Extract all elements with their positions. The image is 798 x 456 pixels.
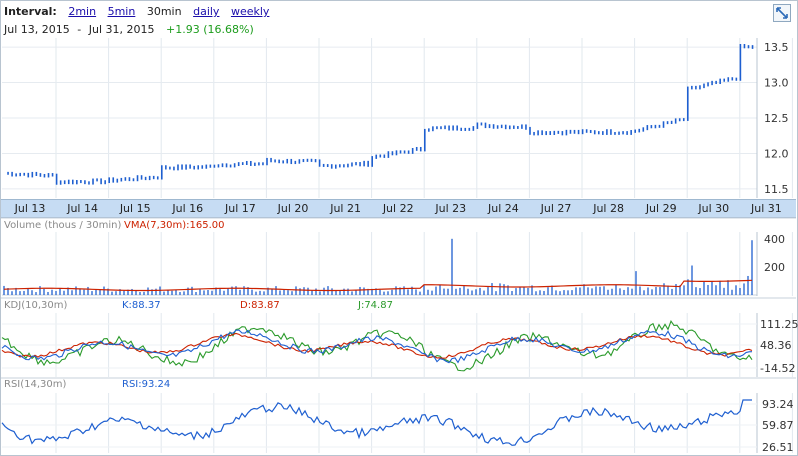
price-tick-label: 11.5	[764, 183, 789, 196]
kdj-label: KDJ(10,30m)	[4, 300, 68, 311]
date-range-row: Jul 13, 2015 - Jul 31, 2015 +1.93 (16.68…	[4, 23, 254, 36]
date-tick-label: Jul 22	[382, 202, 414, 215]
volume-tick-label: 200	[764, 261, 785, 274]
date-tick-label: Jul 15	[119, 202, 151, 215]
kdj-d-line	[1, 332, 753, 359]
date-tick-label: Jul 16	[171, 202, 203, 215]
range-separator: -	[77, 23, 82, 36]
price-change: +1.93 (16.68%)	[166, 23, 254, 36]
rsi-tick-label: 26.51	[762, 441, 794, 454]
date-tick-label: Jul 20	[277, 202, 309, 215]
volume-label: Volume (thous / 30min)	[4, 220, 122, 231]
vma-label: VMA(7,30m):165.00	[124, 220, 225, 231]
date-tick-label: Jul 13	[14, 202, 46, 215]
price-tick-label: 13.0	[764, 77, 789, 90]
vma-line	[3, 279, 753, 292]
kdj-tick-label: 111.25	[760, 318, 798, 331]
kdj-k-label: K:88.37	[122, 300, 161, 311]
interval-daily-link[interactable]: daily	[193, 5, 220, 18]
interval-weekly-link[interactable]: weekly	[230, 5, 270, 18]
interval-30min-current: 30min	[146, 5, 182, 18]
rsi-tick-label: 93.24	[762, 398, 794, 411]
rsi-line	[1, 399, 752, 446]
kdj-d-label: D:83.87	[240, 300, 280, 311]
kdj-k-line	[1, 329, 753, 364]
rsi-tick-label: 59.87	[762, 419, 794, 432]
date-tick-label: Jul 27	[540, 202, 572, 215]
interval-bar: Interval: 2min 5min 30min daily weekly	[4, 5, 277, 18]
price-tick-label: 13.5	[764, 41, 789, 54]
date-tick-label: Jul 28	[592, 202, 624, 215]
kdj-j-label: J:74.87	[358, 300, 393, 311]
date-tick-label: Jul 17	[224, 202, 256, 215]
range-end: Jul 31, 2015	[88, 23, 155, 36]
date-tick-label: Jul 29	[645, 202, 677, 215]
kdj-j-line	[1, 319, 753, 372]
date-tick-label: Jul 24	[487, 202, 519, 215]
date-tick-label: Jul 14	[66, 202, 98, 215]
interval-2min-link[interactable]: 2min	[68, 5, 97, 18]
range-start: Jul 13, 2015	[4, 23, 70, 36]
date-tick-label: Jul 21	[329, 202, 361, 215]
price-tick-label: 12.5	[764, 112, 789, 125]
expand-button[interactable]	[773, 4, 791, 22]
kdj-tick-label: 48.36	[760, 339, 792, 352]
date-tick-label: Jul 23	[434, 202, 466, 215]
interval-5min-link[interactable]: 5min	[107, 5, 136, 18]
date-tick-label: Jul 31	[750, 202, 782, 215]
interval-label: Interval:	[4, 5, 57, 18]
rsi-label: RSI(14,30m)	[4, 379, 67, 390]
price-tick-label: 12.0	[764, 147, 789, 160]
volume-tick-label: 400	[764, 233, 785, 246]
date-tick-label: Jul 30	[697, 202, 729, 215]
rsi-value-label: RSI:93.24	[122, 379, 171, 390]
kdj-tick-label: -14.52	[760, 362, 795, 375]
expand-icon	[776, 7, 788, 19]
